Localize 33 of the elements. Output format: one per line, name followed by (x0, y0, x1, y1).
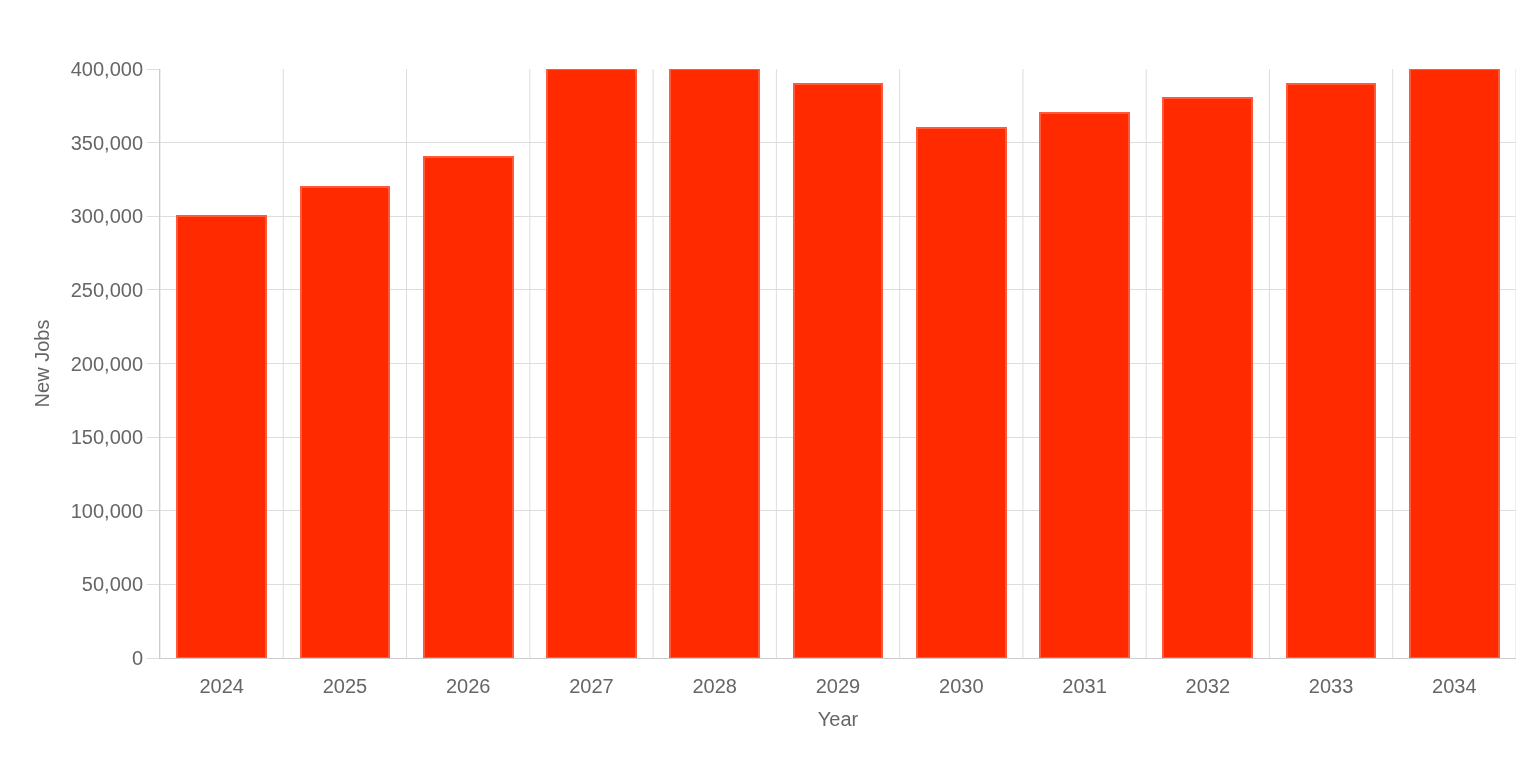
x-tick-label: 2030 (939, 675, 984, 697)
bar (423, 156, 514, 658)
bar (300, 186, 390, 658)
bar (1409, 69, 1500, 658)
x-axis-title: Year (817, 707, 859, 730)
x-tick-label: 2028 (692, 675, 737, 697)
bar (1162, 97, 1253, 658)
x-tick-label: 2034 (1432, 675, 1477, 697)
x-tick-label: 2033 (1308, 675, 1354, 697)
y-axis-title: New Jobs (31, 319, 54, 408)
bar (916, 127, 1007, 658)
y-tick-label: 150,000 (70, 426, 143, 449)
bar (1039, 112, 1130, 658)
bar (669, 69, 760, 658)
x-tick-label: 2024 (199, 675, 244, 697)
x-tick-label: 2031 (1062, 675, 1107, 697)
x-tick-label: 2032 (1185, 675, 1231, 697)
x-tick-label: 2027 (569, 675, 614, 697)
bar (1286, 83, 1376, 658)
y-tick-label: 250,000 (70, 278, 143, 301)
bar (176, 215, 267, 658)
x-tick-label: 2029 (815, 675, 861, 697)
y-tick-label: 200,000 (70, 352, 143, 375)
y-tick-label: 0 (131, 647, 143, 669)
bar (793, 83, 883, 658)
y-tick-label: 300,000 (70, 205, 143, 228)
y-tick-label: 350,000 (70, 131, 143, 154)
x-tick-label: 2025 (322, 675, 368, 697)
y-tick-label: 100,000 (70, 499, 143, 522)
y-tick-label: 50,000 (81, 573, 143, 596)
y-tick-label: 400,000 (70, 58, 143, 80)
x-tick-label: 2026 (445, 675, 491, 697)
bar (546, 69, 637, 658)
